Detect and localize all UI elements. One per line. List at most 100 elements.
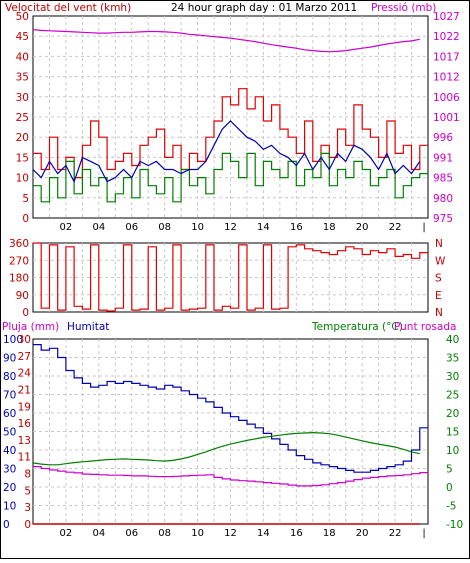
humidity-temperature-panel: 02 04 06 08 10 12 14 16 18 20 22 |01020304050607080… <box>3 334 463 539</box>
pressure-series-line <box>32 29 420 53</box>
humidity-y-tick-20: 20 <box>3 482 16 494</box>
temperature-y-tick-0: 0 <box>446 482 453 494</box>
pressure-y-tick-991: 991 <box>433 152 453 164</box>
compass-tick-E-3: E <box>435 290 442 302</box>
temperature-y-tick--5: -5 <box>446 501 456 513</box>
humidity-y-tick-50: 50 <box>3 427 16 439</box>
wind-average-series-line <box>32 120 421 184</box>
rain-y-tick-3: 3 <box>24 502 31 514</box>
compass-tick-N-4: N <box>435 307 443 319</box>
humidity-y-tick-70: 70 <box>3 390 16 402</box>
rain-y-tick-0: 0 <box>24 519 31 531</box>
wind-y-tick-25: 25 <box>16 112 29 124</box>
x-tick-label-12: 12 <box>224 222 237 233</box>
wind-gust-series-line <box>33 88 428 179</box>
humidity-y-tick-80: 80 <box>3 371 16 383</box>
dewpoint-series-line <box>33 466 428 487</box>
humidity-y-tick-100: 100 <box>3 334 23 346</box>
temperature-y-tick-5: 5 <box>446 464 453 476</box>
x-tick-label-16: 16 <box>290 528 303 539</box>
x-tick-label-10: 10 <box>191 528 204 539</box>
direction-y-tick-270: 270 <box>9 255 29 267</box>
rain-y-tick-8: 8 <box>24 469 31 481</box>
temperature-y-tick-10: 10 <box>446 445 459 457</box>
wind-y-tick-10: 10 <box>16 173 29 185</box>
x-end-tick-label: | <box>422 222 425 233</box>
rain-y-tick-13: 13 <box>18 435 31 447</box>
direction-y-tick-360: 360 <box>9 238 29 250</box>
x-tick-label-18: 18 <box>323 528 336 539</box>
x-tick-label-22: 22 <box>389 528 402 539</box>
humidity-y-tick-60: 60 <box>3 408 16 420</box>
temperature-y-tick-25: 25 <box>446 390 459 402</box>
rain-y-tick-16: 16 <box>18 418 32 430</box>
x-tick-label-06: 06 <box>125 222 138 233</box>
pressure-y-tick-975: 975 <box>433 213 453 225</box>
x-tick-label-16: 16 <box>290 222 303 233</box>
x-tick-label-10: 10 <box>191 222 204 233</box>
pressure-y-tick-985: 985 <box>433 173 453 185</box>
temperature-y-tick-30: 30 <box>446 371 459 383</box>
rain-y-tick-5: 5 <box>24 485 31 497</box>
humidity-y-tick-0: 0 <box>3 519 10 531</box>
wind-pressure-panel: 02 04 06 08 10 12 14 16 18 20 22 |05101520253035404… <box>16 11 460 233</box>
x-tick-label-04: 04 <box>92 528 105 539</box>
rain-y-tick-21: 21 <box>18 384 31 396</box>
temperature-y-tick-40: 40 <box>446 334 459 346</box>
x-tick-label-02: 02 <box>60 528 73 539</box>
x-tick-label-04: 04 <box>92 222 105 233</box>
wind-y-tick-45: 45 <box>16 31 29 43</box>
pressure-axis-title: Pressió (mb) <box>371 2 436 14</box>
pressure-y-tick-1022: 1022 <box>433 31 460 43</box>
temperature-series-line <box>32 431 420 466</box>
wind-y-tick-0: 0 <box>22 213 29 225</box>
pressure-y-tick-1001: 1001 <box>433 112 460 124</box>
pressure-y-tick-1012: 1012 <box>433 72 460 84</box>
wind-y-tick-50: 50 <box>16 11 29 23</box>
x-tick-label-08: 08 <box>158 222 171 233</box>
wind-y-tick-35: 35 <box>16 72 29 84</box>
wind-y-tick-30: 30 <box>16 92 29 104</box>
humidity-series-line <box>33 344 428 473</box>
direction-y-tick-0: 0 <box>22 307 29 319</box>
rain-y-tick-19: 19 <box>18 401 31 413</box>
x-tick-label-12: 12 <box>224 528 237 539</box>
x-tick-label-14: 14 <box>257 222 270 233</box>
x-tick-label-20: 20 <box>356 528 369 539</box>
temperature-y-tick-35: 35 <box>446 353 459 365</box>
compass-tick-N-0: N <box>435 238 443 250</box>
humidity-y-tick-40: 40 <box>3 445 16 457</box>
temperature-axis-title: Temperatura (°C) <box>311 321 403 333</box>
wind-y-tick-40: 40 <box>16 51 29 63</box>
direction-y-tick-180: 180 <box>9 273 29 285</box>
rain-y-tick-27: 27 <box>18 351 31 363</box>
temperature-y-tick--10: -10 <box>446 519 463 531</box>
x-end-tick-label: | <box>422 528 425 539</box>
wind-y-tick-20: 20 <box>16 132 29 144</box>
x-tick-label-06: 06 <box>125 528 138 539</box>
humidity-y-tick-10: 10 <box>3 501 16 513</box>
compass-tick-W-1: W <box>435 255 446 267</box>
x-tick-label-20: 20 <box>356 222 369 233</box>
wind-y-tick-15: 15 <box>16 152 29 164</box>
temperature-y-tick-15: 15 <box>446 427 459 439</box>
x-tick-label-02: 02 <box>60 222 73 233</box>
rain-y-tick-24: 24 <box>18 368 32 380</box>
wind-low-series-line <box>33 152 428 203</box>
humidity-axis-title: Humitat <box>67 321 109 333</box>
x-tick-label-22: 22 <box>389 222 402 233</box>
x-tick-label-14: 14 <box>257 528 270 539</box>
graph-title: 24 hour graph day : 01 Marzo 2011 <box>171 2 357 14</box>
humidity-y-tick-90: 90 <box>3 353 16 365</box>
rain-y-tick-11: 11 <box>18 452 31 464</box>
x-tick-label-08: 08 <box>158 528 171 539</box>
pressure-y-tick-1006: 1006 <box>433 92 460 104</box>
pressure-y-tick-1017: 1017 <box>433 51 460 63</box>
wind-speed-axis-title: Velocitat del vent (kmh) <box>5 2 131 14</box>
dewpoint-axis-title: Punt rosada <box>394 321 456 333</box>
wind-y-tick-5: 5 <box>22 193 29 205</box>
pressure-y-tick-996: 996 <box>433 132 453 144</box>
